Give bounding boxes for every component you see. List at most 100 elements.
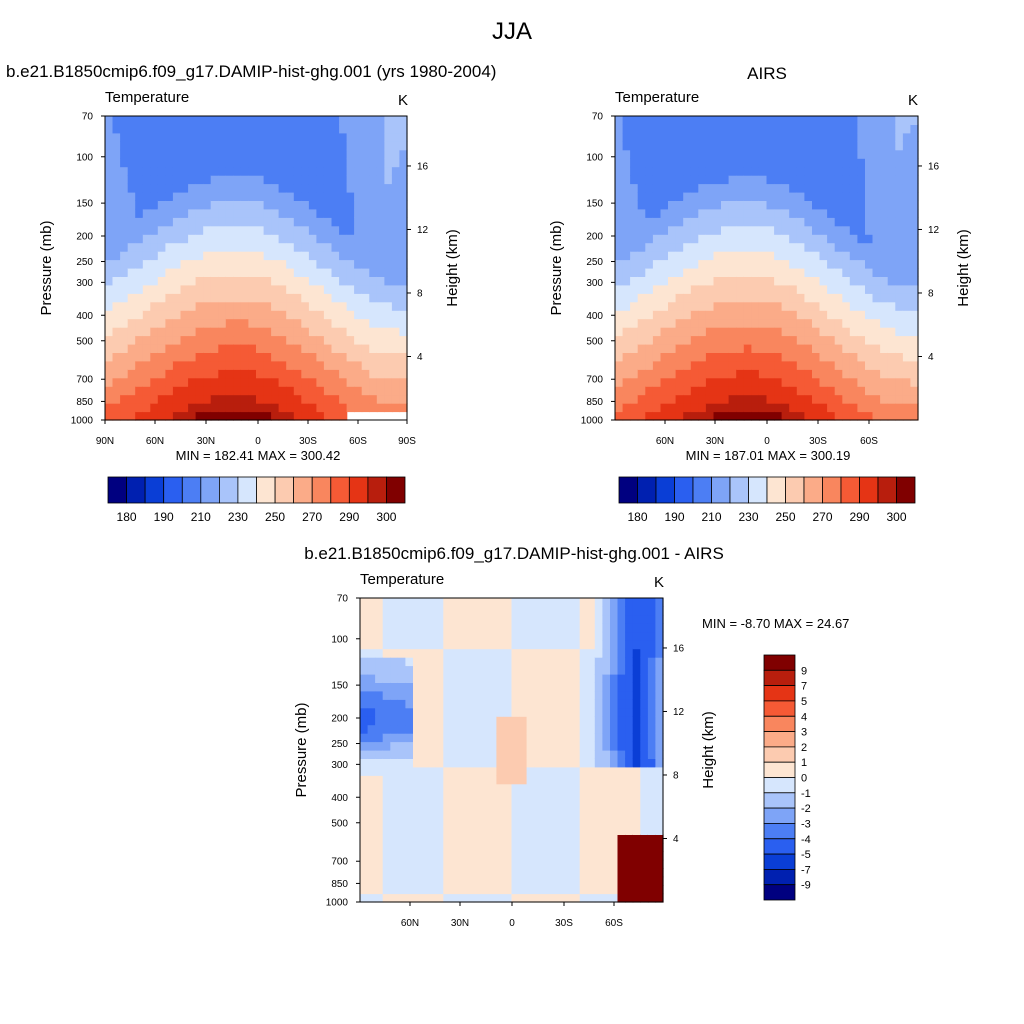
x-tick-label: 30N	[451, 918, 469, 929]
field-cell	[413, 614, 422, 624]
field-cell	[323, 225, 333, 235]
field-cell	[511, 885, 520, 895]
field-cell	[120, 116, 129, 125]
field-cell	[263, 242, 272, 252]
field-cell	[519, 876, 528, 886]
field-cell	[887, 175, 896, 185]
field-cell	[413, 859, 422, 869]
field-cell	[812, 192, 821, 201]
field-cell	[354, 116, 363, 125]
field-cell	[645, 369, 654, 379]
field-cell	[135, 352, 144, 362]
field-cell	[120, 276, 129, 286]
field-cell	[405, 648, 414, 658]
field-cell	[135, 149, 144, 159]
field-cell	[519, 733, 528, 743]
field-cell	[895, 149, 904, 159]
field-cell	[668, 192, 677, 201]
field-cell	[690, 149, 699, 159]
field-cell	[203, 251, 212, 261]
field-cell	[579, 800, 588, 810]
field-cell	[369, 183, 378, 193]
field-cell	[615, 293, 624, 303]
field-cell	[286, 276, 295, 286]
field-cell	[511, 893, 520, 903]
field-cell	[323, 301, 333, 311]
field-cell	[781, 386, 790, 396]
field-cell	[188, 369, 197, 379]
field-cell	[503, 614, 513, 624]
field-cell	[323, 335, 333, 345]
field-cell	[323, 217, 333, 227]
field-cell	[647, 690, 657, 700]
field-cell	[203, 327, 212, 337]
field-cell	[361, 158, 370, 168]
field-cell	[367, 885, 376, 895]
field-cell	[135, 183, 144, 193]
field-cell	[690, 284, 699, 294]
field-cell	[721, 149, 730, 159]
field-cell	[865, 116, 874, 125]
field-cell	[375, 758, 384, 768]
field-cell	[587, 758, 596, 768]
field-cell	[610, 834, 619, 844]
field-cell	[758, 166, 768, 176]
field-cell	[210, 360, 219, 370]
field-cell	[301, 132, 310, 142]
field-cell	[271, 352, 280, 362]
field-cell	[683, 344, 692, 353]
field-cell	[105, 360, 114, 370]
field-cell	[511, 648, 520, 658]
field-cell	[526, 665, 535, 675]
field-cell	[594, 792, 603, 802]
field-cell	[443, 606, 452, 616]
field-cell	[534, 690, 543, 700]
field-cell	[293, 217, 302, 227]
field-cell	[188, 234, 197, 244]
field-cell	[713, 386, 722, 396]
field-cell	[443, 775, 452, 785]
x-tick-label: 90N	[96, 436, 114, 447]
field-cell	[105, 234, 114, 244]
field-cell	[367, 699, 376, 709]
field-cell	[172, 293, 182, 303]
field-cell	[615, 360, 624, 370]
field-cell	[645, 310, 654, 320]
field-cell	[751, 318, 760, 328]
field-cell	[789, 403, 798, 413]
field-cell	[698, 268, 707, 277]
field-cell	[397, 868, 407, 878]
field-cell	[655, 783, 664, 793]
field-cell	[579, 792, 588, 802]
field-cell	[615, 352, 624, 362]
field-cell	[323, 175, 333, 185]
field-cell	[180, 369, 189, 379]
field-cell	[195, 234, 204, 244]
field-cell	[405, 665, 414, 675]
field-cell	[804, 149, 813, 159]
field-cell	[142, 225, 151, 235]
field-cell	[256, 149, 265, 159]
field-cell	[895, 386, 904, 396]
field-cell	[534, 766, 543, 776]
field-cell	[172, 352, 182, 362]
field-cell	[399, 208, 408, 218]
field-cell	[120, 166, 129, 176]
field-cell	[384, 310, 393, 320]
field-cell	[165, 327, 174, 337]
colorbar-box	[763, 869, 796, 886]
field-cell	[865, 166, 874, 176]
field-cell	[647, 682, 657, 692]
field-cell	[880, 166, 889, 176]
field-cell	[405, 674, 414, 683]
field-cell	[910, 411, 919, 421]
field-cell	[660, 293, 669, 303]
field-cell	[632, 758, 641, 768]
field-cell	[142, 141, 151, 151]
field-cell	[865, 310, 874, 320]
field-cell	[428, 614, 437, 624]
field-cell	[488, 724, 497, 734]
field-cell	[496, 766, 505, 776]
field-cell	[511, 716, 520, 726]
field-cell	[248, 141, 257, 151]
